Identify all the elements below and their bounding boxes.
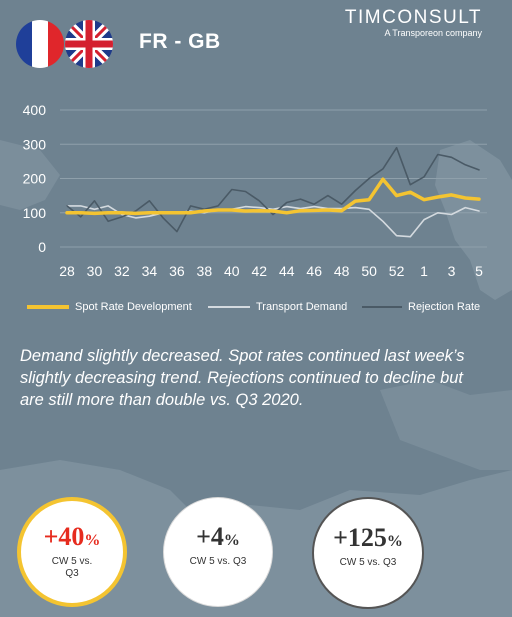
kpi-transport-demand: +4% CW 5 vs. Q3 — [163, 497, 273, 607]
route-title: FR - GB — [139, 30, 221, 53]
united-kingdom-flag-icon — [65, 20, 113, 68]
kpi-value: +40% — [21, 522, 123, 552]
x-tick-label: 46 — [306, 263, 322, 279]
x-tick-label: 42 — [251, 263, 267, 279]
legend-item-spot: Spot Rate Development — [27, 301, 192, 313]
kpi-unit: % — [223, 532, 240, 549]
series-line-spot-rate — [65, 177, 481, 216]
kpi-number: +4 — [196, 522, 224, 551]
kpi-value: +125% — [314, 523, 422, 553]
legend-item-demand: Transport Demand — [208, 301, 347, 313]
kpi-number: +125 — [333, 523, 387, 552]
x-tick-label: 34 — [142, 263, 158, 279]
france-flag-icon — [16, 20, 64, 68]
kpi-unit: % — [386, 533, 403, 550]
kpi-spot-rate: +40% CW 5 vs. Q3 — [17, 497, 127, 607]
y-axis-ticks: 0 100 200 300 400 — [23, 102, 47, 255]
x-tick-label: 48 — [334, 263, 350, 279]
x-tick-label: 38 — [197, 263, 213, 279]
y-tick-label: 100 — [23, 205, 47, 221]
x-tick-label: 40 — [224, 263, 240, 279]
x-tick-label: 32 — [114, 263, 130, 279]
brand-name: TIMCONSULT — [344, 7, 482, 28]
brand-tagline: A Transporeon company — [384, 28, 482, 38]
gridlines — [60, 109, 487, 248]
chart-legend: Spot Rate Development Transport Demand R… — [0, 298, 512, 318]
x-axis-ticks: 28 30 32 34 36 38 40 42 44 46 48 50 52 1 3 5 — [59, 263, 483, 279]
x-tick-label: 5 — [475, 263, 483, 279]
legend-label-spot: Spot Rate Development — [75, 301, 192, 313]
x-tick-label: 50 — [361, 263, 377, 279]
summary-text: Demand slightly decreased. Spot rates co… — [20, 347, 465, 409]
x-tick-label: 30 — [87, 263, 103, 279]
kpi-label: CW 5 vs. Q3 — [189, 556, 247, 567]
kpi-label: CW 5 vs. Q3 — [339, 557, 397, 568]
kpi-rejection-rate: +125% CW 5 vs. Q3 — [312, 497, 424, 609]
line-chart: 0 100 200 300 400 28 30 32 34 36 38 40 42 44 46 48 50 52… — [23, 102, 487, 279]
x-tick-label: 3 — [448, 263, 456, 279]
y-tick-label: 400 — [23, 102, 47, 118]
series-lines — [65, 146, 481, 238]
y-tick-label: 300 — [23, 136, 47, 152]
legend-label-demand: Transport Demand — [256, 301, 348, 313]
x-tick-label: 44 — [279, 263, 295, 279]
legend-swatch-rejection — [362, 306, 402, 308]
brand-logo: TIMCONSULT A Transporeon company — [345, 7, 482, 38]
series-line-rejection-rate — [66, 146, 480, 233]
x-tick-label: 28 — [59, 263, 75, 279]
x-tick-label: 36 — [169, 263, 185, 279]
y-tick-label: 0 — [38, 239, 46, 255]
y-tick-label: 200 — [23, 171, 47, 187]
kpi-number: +40 — [43, 522, 85, 551]
legend-swatch-spot — [27, 305, 69, 309]
x-tick-label: 1 — [420, 263, 428, 279]
kpi-label: CW 5 vs. Q3 — [51, 556, 93, 579]
kpi-unit: % — [84, 532, 101, 549]
legend-item-rejection: Rejection Rate — [362, 301, 480, 313]
kpi-value: +4% — [164, 522, 272, 552]
x-tick-label: 52 — [389, 263, 405, 279]
legend-label-rejection: Rejection Rate — [408, 301, 481, 313]
legend-swatch-demand — [208, 306, 250, 308]
